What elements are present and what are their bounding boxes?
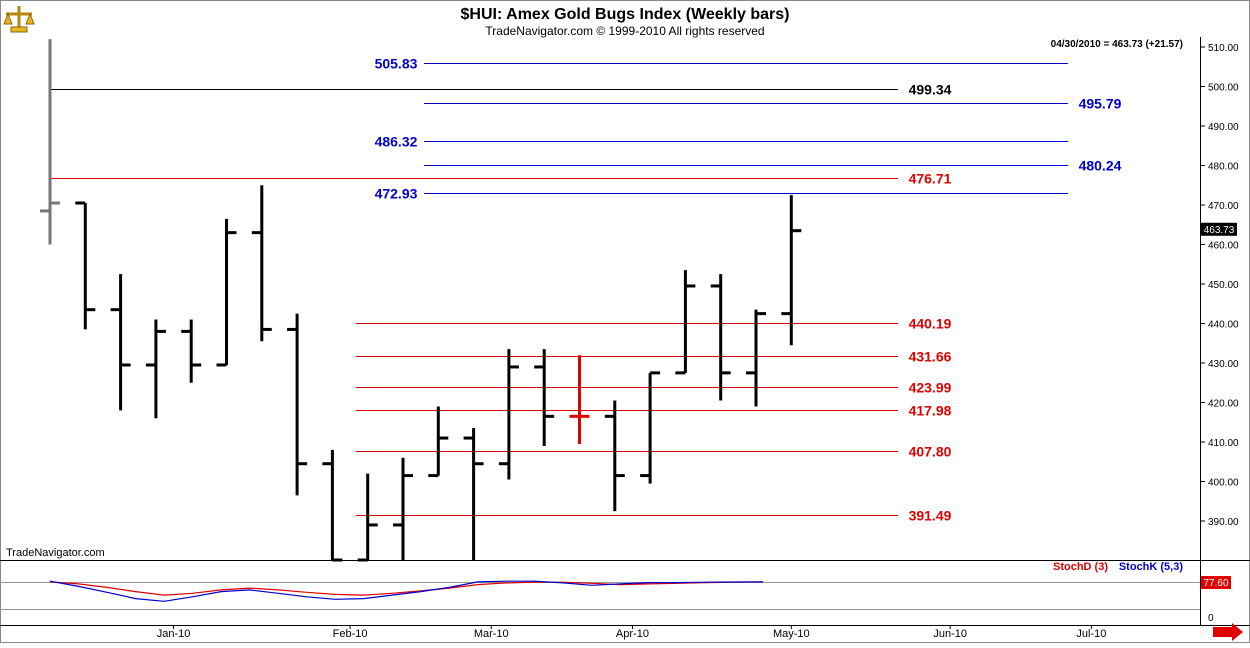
- price-bar: [604, 400, 625, 512]
- time-tick-label: May-10: [773, 628, 810, 640]
- stoch-line-k: [49, 580, 764, 602]
- price-tick-label: 390.00: [1208, 517, 1239, 528]
- price-tick-label: 480.00: [1208, 162, 1239, 173]
- level-label-505.83: 505.83: [375, 56, 418, 72]
- level-label-440.19: 440.19: [909, 316, 952, 332]
- price-bar: [675, 270, 696, 375]
- time-tick-label: Feb-10: [333, 628, 368, 640]
- watermark: TradeNavigator.com: [6, 547, 105, 559]
- level-label-495.79: 495.79: [1079, 96, 1122, 112]
- price-tick-label: 440.00: [1208, 320, 1239, 331]
- price-bar: [357, 473, 378, 562]
- price-bar: [75, 201, 96, 330]
- level-lines: 505.83 499.34 495.79 486.32 480.24 476.71 472.…: [50, 56, 1122, 524]
- level-label-431.66: 431.66: [909, 349, 952, 365]
- last-price-label: 463.73: [1204, 225, 1235, 236]
- last-price-tag: 463.73: [1201, 222, 1237, 236]
- price-tick-label: 460.00: [1208, 241, 1239, 252]
- price-bar: [181, 319, 202, 383]
- stoch-line-d: [49, 581, 764, 596]
- price-tick-label: 450.00: [1208, 280, 1239, 291]
- price-bar: [498, 349, 519, 480]
- stoch-legend: StochD (3) StochK (5,3): [1053, 561, 1183, 573]
- time-tick-label: Jun-10: [933, 628, 967, 640]
- price-tick-label: 430.00: [1208, 359, 1239, 370]
- time-tick-label: Jan-10: [157, 628, 191, 640]
- stoch-axis-zero: 0: [1208, 613, 1214, 624]
- time-tick-label: Jul-10: [1076, 628, 1106, 640]
- time-tick-label: Mar-10: [474, 628, 509, 640]
- scroll-right-arrow-icon[interactable]: [1213, 623, 1243, 641]
- price-bar: [781, 195, 802, 346]
- price-tick-label: 400.00: [1208, 478, 1239, 489]
- level-label-499.34: 499.34: [909, 82, 952, 98]
- stoch-last-label: 77.60: [1203, 578, 1228, 589]
- price-bar: [322, 449, 343, 562]
- price-bar: [534, 349, 555, 446]
- price-bars: [40, 39, 802, 562]
- price-bar: [145, 319, 166, 419]
- price-tick-label: 420.00: [1208, 399, 1239, 410]
- price-bar: [569, 355, 590, 444]
- price-bar: [40, 39, 60, 245]
- legend-stochd: StochD (3): [1053, 561, 1108, 573]
- level-label-486.32: 486.32: [375, 134, 418, 150]
- level-label-476.71: 476.71: [909, 171, 952, 187]
- level-label-423.99: 423.99: [909, 380, 952, 396]
- price-bar: [110, 274, 131, 411]
- price-tick-label: 500.00: [1208, 83, 1239, 94]
- price-bar: [251, 185, 272, 342]
- price-bar: [463, 428, 484, 560]
- gold-scales-icon: [2, 2, 36, 36]
- price-bar: [428, 406, 449, 478]
- level-label-480.24: 480.24: [1079, 158, 1122, 174]
- level-label-391.49: 391.49: [909, 508, 952, 524]
- last-bar-readout: 04/30/2010 = 463.73 (+21.57): [1051, 39, 1183, 50]
- legend-stochk: StochK (5,3): [1119, 561, 1184, 573]
- price-bar: [216, 218, 237, 367]
- price-bar: [710, 274, 731, 401]
- stoch-value-tag: 77.60: [1201, 576, 1231, 589]
- price-bar: [393, 457, 413, 560]
- copyright-text: TradeNavigator.com © 1999-2010 All right…: [485, 24, 764, 38]
- price-tick-label: 410.00: [1208, 438, 1239, 449]
- price-tick-label: 510.00: [1208, 43, 1239, 54]
- time-axis: Jan-10 Feb-10 Mar-10 Apr-10 May-10 Jun-10 Jul-…: [157, 625, 1106, 640]
- price-tick-label: 470.00: [1208, 201, 1239, 212]
- price-tick-label: 490.00: [1208, 122, 1239, 133]
- chart-title: $HUI: Amex Gold Bugs Index (Weekly bars): [461, 6, 790, 23]
- price-axis: 510.00 500.00 490.00 480.00 470.00 460.00 450.…: [1200, 43, 1239, 528]
- level-label-472.93: 472.93: [375, 186, 418, 202]
- stoch-lines: [49, 580, 764, 602]
- price-bar: [746, 309, 766, 407]
- price-bar: [287, 313, 308, 496]
- price-bar: [640, 371, 661, 484]
- level-label-417.98: 417.98: [909, 403, 952, 419]
- time-tick-label: Apr-10: [616, 628, 649, 640]
- level-label-407.80: 407.80: [909, 444, 952, 460]
